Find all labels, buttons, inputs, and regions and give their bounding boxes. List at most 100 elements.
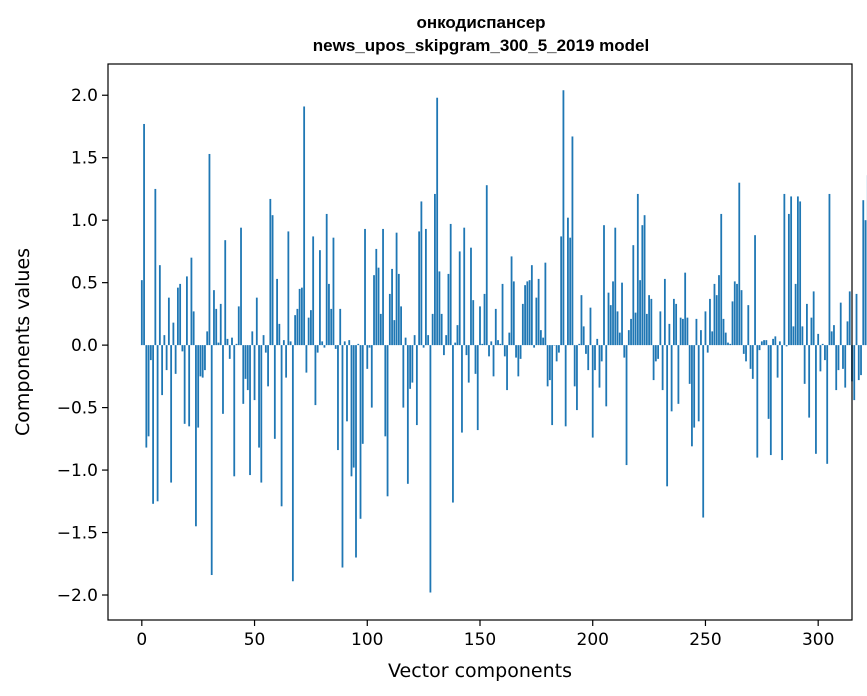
bar-262: [731, 301, 734, 346]
bar-87: [337, 345, 339, 451]
bar-125: [422, 345, 425, 348]
bar-79: [319, 250, 321, 346]
bar-197: [585, 345, 587, 354]
bar-53: [260, 345, 263, 483]
bar-119: [409, 345, 412, 389]
bar-181: [548, 345, 551, 381]
bar-21: [188, 345, 191, 427]
bar-316: [853, 345, 856, 401]
bar-77: [314, 345, 317, 406]
bar-320: [862, 200, 865, 346]
bar-175: [535, 297, 538, 346]
bar-188: [564, 345, 567, 427]
bar-32: [213, 290, 215, 346]
bar-167: [517, 345, 520, 377]
y-tick-label: −0.5: [57, 399, 98, 419]
bar-179: [544, 262, 547, 346]
bar-29: [206, 331, 209, 346]
bar-128: [429, 345, 432, 593]
bar-210: [614, 227, 617, 346]
bars-group: [140, 90, 867, 593]
bar-52: [258, 345, 260, 448]
bar-224: [645, 313, 648, 346]
bar-228: [654, 345, 657, 362]
bar-299: [815, 345, 817, 454]
bar-243: [688, 345, 691, 384]
bar-261: [729, 343, 732, 346]
bar-291: [796, 196, 799, 346]
bar-306: [830, 331, 833, 346]
bar-157: [494, 308, 497, 346]
bar-209: [612, 281, 614, 346]
bar-159: [499, 343, 502, 346]
x-tick-label: 100: [351, 630, 383, 650]
bar-168: [519, 345, 522, 359]
bar-217: [630, 318, 632, 346]
bar-89: [341, 345, 344, 568]
bar-173: [530, 265, 533, 346]
bar-16: [176, 287, 179, 346]
bar-147: [472, 300, 475, 346]
bar-13: [170, 345, 173, 483]
bar-271: [751, 345, 754, 379]
bar-314: [848, 291, 851, 346]
bar-170: [524, 285, 526, 346]
bar-307: [833, 325, 835, 346]
bar-48: [249, 345, 251, 476]
bar-319: [860, 345, 862, 376]
bar-279: [769, 345, 772, 456]
bar-193: [576, 345, 578, 411]
bar-177: [539, 330, 542, 346]
bar-286: [785, 345, 788, 347]
x-tick-label: 50: [244, 630, 266, 650]
bar-260: [727, 342, 729, 346]
bar-81: [323, 345, 326, 348]
bar-78: [316, 345, 319, 353]
y-tick-label: 0.0: [71, 336, 98, 356]
bar-123: [418, 231, 421, 346]
bar-297: [810, 317, 813, 346]
bar-163: [508, 332, 511, 346]
bar-244: [691, 345, 693, 447]
bar-211: [616, 311, 619, 346]
bar-135: [445, 335, 448, 346]
bar-226: [650, 298, 653, 346]
bar-220: [636, 193, 639, 346]
bar-58: [271, 215, 274, 346]
bar-169: [521, 303, 524, 346]
bar-203: [598, 345, 601, 388]
bar-19: [183, 345, 186, 424]
bar-192: [573, 345, 576, 387]
bar-99: [364, 228, 366, 346]
bar-216: [627, 330, 630, 346]
y-tick-label: 0.5: [71, 274, 98, 294]
bar-208: [609, 305, 612, 346]
x-tick-label: 150: [464, 630, 496, 650]
bar-3: [147, 345, 150, 437]
bar-284: [781, 345, 784, 461]
bar-317: [855, 293, 858, 346]
bar-185: [558, 345, 560, 353]
chart-title: онкодиспансер: [416, 13, 545, 32]
bar-107: [382, 228, 384, 346]
bar-200: [591, 345, 594, 438]
bar-184: [555, 345, 558, 362]
bar-267: [742, 345, 745, 354]
bar-139: [454, 342, 457, 346]
bar-24: [195, 345, 197, 527]
bar-45: [242, 345, 245, 404]
bar-141: [458, 251, 461, 346]
bar-116: [402, 345, 405, 408]
bar-240: [682, 318, 684, 346]
bar-308: [835, 345, 838, 391]
bar-82: [325, 213, 328, 346]
bar-0: [140, 280, 143, 346]
bar-143: [463, 227, 466, 346]
bar-230: [659, 311, 662, 346]
bar-254: [713, 283, 716, 346]
bar-296: [808, 345, 811, 418]
bar-138: [452, 345, 454, 503]
bar-43: [237, 306, 240, 346]
bar-50: [253, 345, 256, 401]
